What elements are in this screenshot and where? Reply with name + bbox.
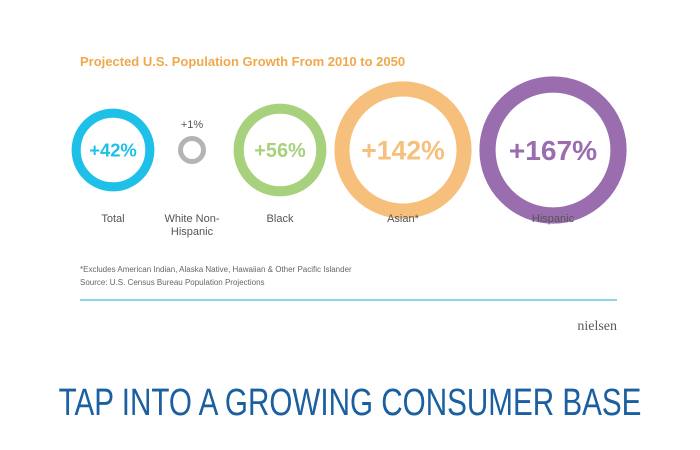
category-label: White Non-Hispanic [164, 213, 220, 238]
bubble [71, 108, 155, 192]
bubble [334, 81, 472, 219]
footnote: *Excludes American Indian, Alaska Native… [80, 265, 352, 274]
chart-title: Projected U.S. Population Growth From 20… [80, 54, 405, 69]
category-label: Asian* [387, 213, 419, 225]
source: Source: U.S. Census Bureau Population Pr… [80, 278, 265, 287]
category-label: Total [101, 213, 125, 225]
bubble [233, 103, 327, 197]
headline: TAP INTO A GROWING CONSUMER BASE [59, 382, 642, 424]
brand-logo: nielsen [577, 319, 617, 334]
category-label: Black [266, 213, 294, 225]
value-label: +56% [254, 140, 306, 162]
value-label: +42% [89, 139, 137, 160]
value-label: +142% [361, 135, 444, 165]
category-label: Hispanic [531, 213, 575, 225]
value-label: +1% [181, 119, 204, 131]
value-label: +167% [509, 135, 597, 166]
bubble [479, 76, 627, 224]
bubble [178, 136, 206, 164]
